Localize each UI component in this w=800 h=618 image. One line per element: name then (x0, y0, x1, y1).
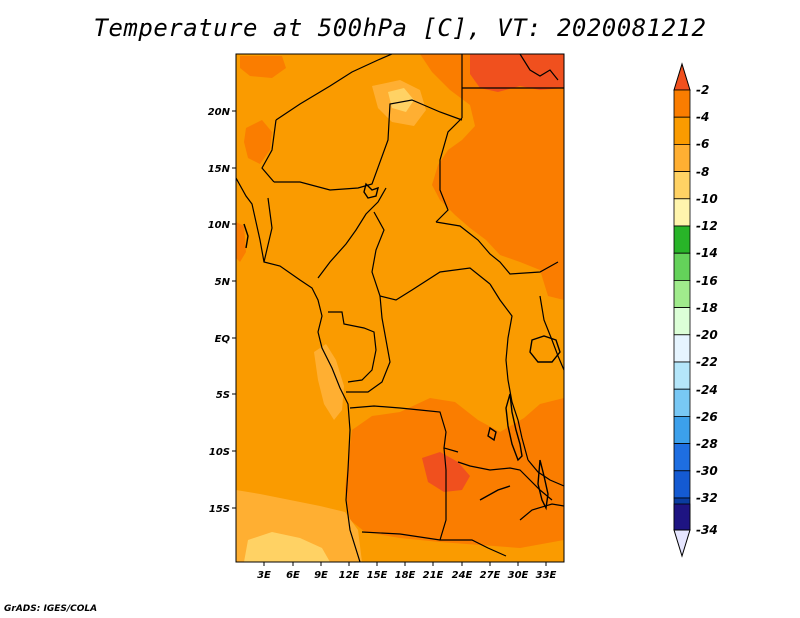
colorbar-label: -32 (696, 491, 718, 505)
lon-label: 3E (257, 570, 271, 581)
lake-chad (363, 182, 379, 199)
lat-label: 15S (209, 504, 230, 515)
lake-kariba (479, 485, 511, 501)
colorbar-box (673, 143, 691, 172)
border-angola-zambia (439, 447, 447, 541)
border-mali-niger (261, 119, 277, 183)
colorbar-label: -2 (696, 83, 709, 97)
colorbar: -2 -4 -6 -8 -10 -12 -14 -16 -18 -20 -22 … (673, 62, 718, 558)
lon-label: 33E (536, 570, 557, 581)
colorbar-box (673, 334, 691, 363)
lat-label: 15N (208, 164, 231, 175)
lat-label: EQ (215, 334, 231, 345)
colorbar-label: -30 (696, 464, 718, 478)
map-title: Temperature at 500hPa [C], VT: 202008121… (93, 14, 707, 42)
lon-label: 12E (339, 570, 360, 581)
temperature-field (236, 54, 564, 562)
border-car-sudan (435, 221, 559, 275)
lon-label: 24E (452, 570, 473, 581)
colorbar-box (673, 252, 691, 281)
colorbar-box (673, 443, 691, 472)
lon-label: 18E (395, 570, 416, 581)
colorbar-label: -24 (696, 383, 718, 397)
field-warm-nw-patch (244, 120, 272, 164)
colorbar-label: -4 (696, 110, 709, 124)
lake-victoria (529, 335, 561, 363)
lon-label: 15E (367, 570, 388, 581)
colorbar-label: -18 (696, 301, 718, 315)
colorbar-box (673, 116, 691, 145)
border-cameroon-car-chad (371, 211, 491, 301)
lon-label: 9E (314, 570, 328, 581)
field-warmest-northeast (470, 54, 564, 92)
lakes (243, 182, 561, 511)
border-red-sea-coast (519, 54, 559, 81)
field-warm-north-patch (240, 56, 286, 78)
colorbar-label: -10 (696, 192, 718, 206)
colorbar-box (673, 307, 691, 336)
border-angola-north (349, 405, 459, 453)
colorbar-box (673, 388, 691, 417)
colorbar-box (673, 361, 691, 390)
lat-label: 5S (216, 390, 230, 401)
lat-label: 10N (208, 220, 231, 231)
borders (236, 54, 564, 562)
colorbar-label: -14 (696, 246, 718, 260)
colorbar-label: -22 (696, 355, 718, 369)
lake-volta (243, 223, 249, 249)
field-coolest-southwest (244, 532, 330, 562)
field-coolest-north (388, 88, 414, 112)
colorbar-label: -12 (696, 219, 718, 233)
border-congo-drc (346, 295, 391, 393)
lake-mweru (487, 426, 497, 442)
lon-label: 27E (480, 570, 501, 581)
plot-frame (235, 53, 565, 563)
colorbar-label: -28 (696, 437, 718, 451)
coastline-west-africa (236, 177, 361, 562)
border-tanzania-mozambique (519, 503, 564, 521)
colorbar-box (673, 171, 691, 200)
colorbar-label: -6 (696, 137, 709, 151)
lake-tanganyika (505, 393, 523, 462)
colorbar-bottom-box (673, 503, 691, 531)
lake-malawi (537, 459, 549, 511)
border-drc-east (489, 283, 529, 461)
field-warm-northeast (420, 54, 564, 300)
border-libya-chad-sudan (435, 117, 463, 223)
colorbar-box (673, 89, 691, 118)
colorbar-label: -20 (696, 328, 718, 342)
border-algeria-niger-libya (275, 54, 393, 121)
field-warm-west-patch (236, 222, 246, 262)
border-niger-chad-nigeria (274, 99, 463, 191)
lon-label: 21E (423, 570, 444, 581)
colorbar-top-arrow (673, 62, 691, 91)
colorbar-label: -34 (696, 523, 718, 537)
border-nigeria-cameroon (263, 187, 387, 279)
colorbar-box (673, 198, 691, 227)
field-cool-coastal (314, 344, 344, 420)
colorbar-box (673, 225, 691, 254)
colorbar-box (673, 279, 691, 308)
border-namibia-botswana (361, 531, 507, 557)
lon-axis: 3E 6E 9E 12E 15E 18E 21E 24E 27E 30E 33E (257, 562, 557, 581)
colorbar-label: -26 (696, 410, 718, 424)
lat-axis: 20N 15N 10N 5N EQ 5S 10S 15S (208, 107, 236, 515)
lon-label: 6E (286, 570, 300, 581)
colorbar-box (673, 415, 691, 444)
lat-label: 10S (209, 447, 230, 458)
border-cameroon-gabon-congo (328, 311, 377, 383)
lat-label: 5N (215, 277, 231, 288)
grads-credit: GrADS: IGES/COLA (4, 604, 98, 614)
colorbar-label: -8 (696, 165, 709, 179)
colorbar-box (673, 470, 691, 499)
colorbar-label: -16 (696, 274, 718, 288)
colorbar-bottom-arrow (673, 529, 691, 558)
lat-label: 20N (208, 107, 231, 118)
lon-label: 30E (508, 570, 529, 581)
